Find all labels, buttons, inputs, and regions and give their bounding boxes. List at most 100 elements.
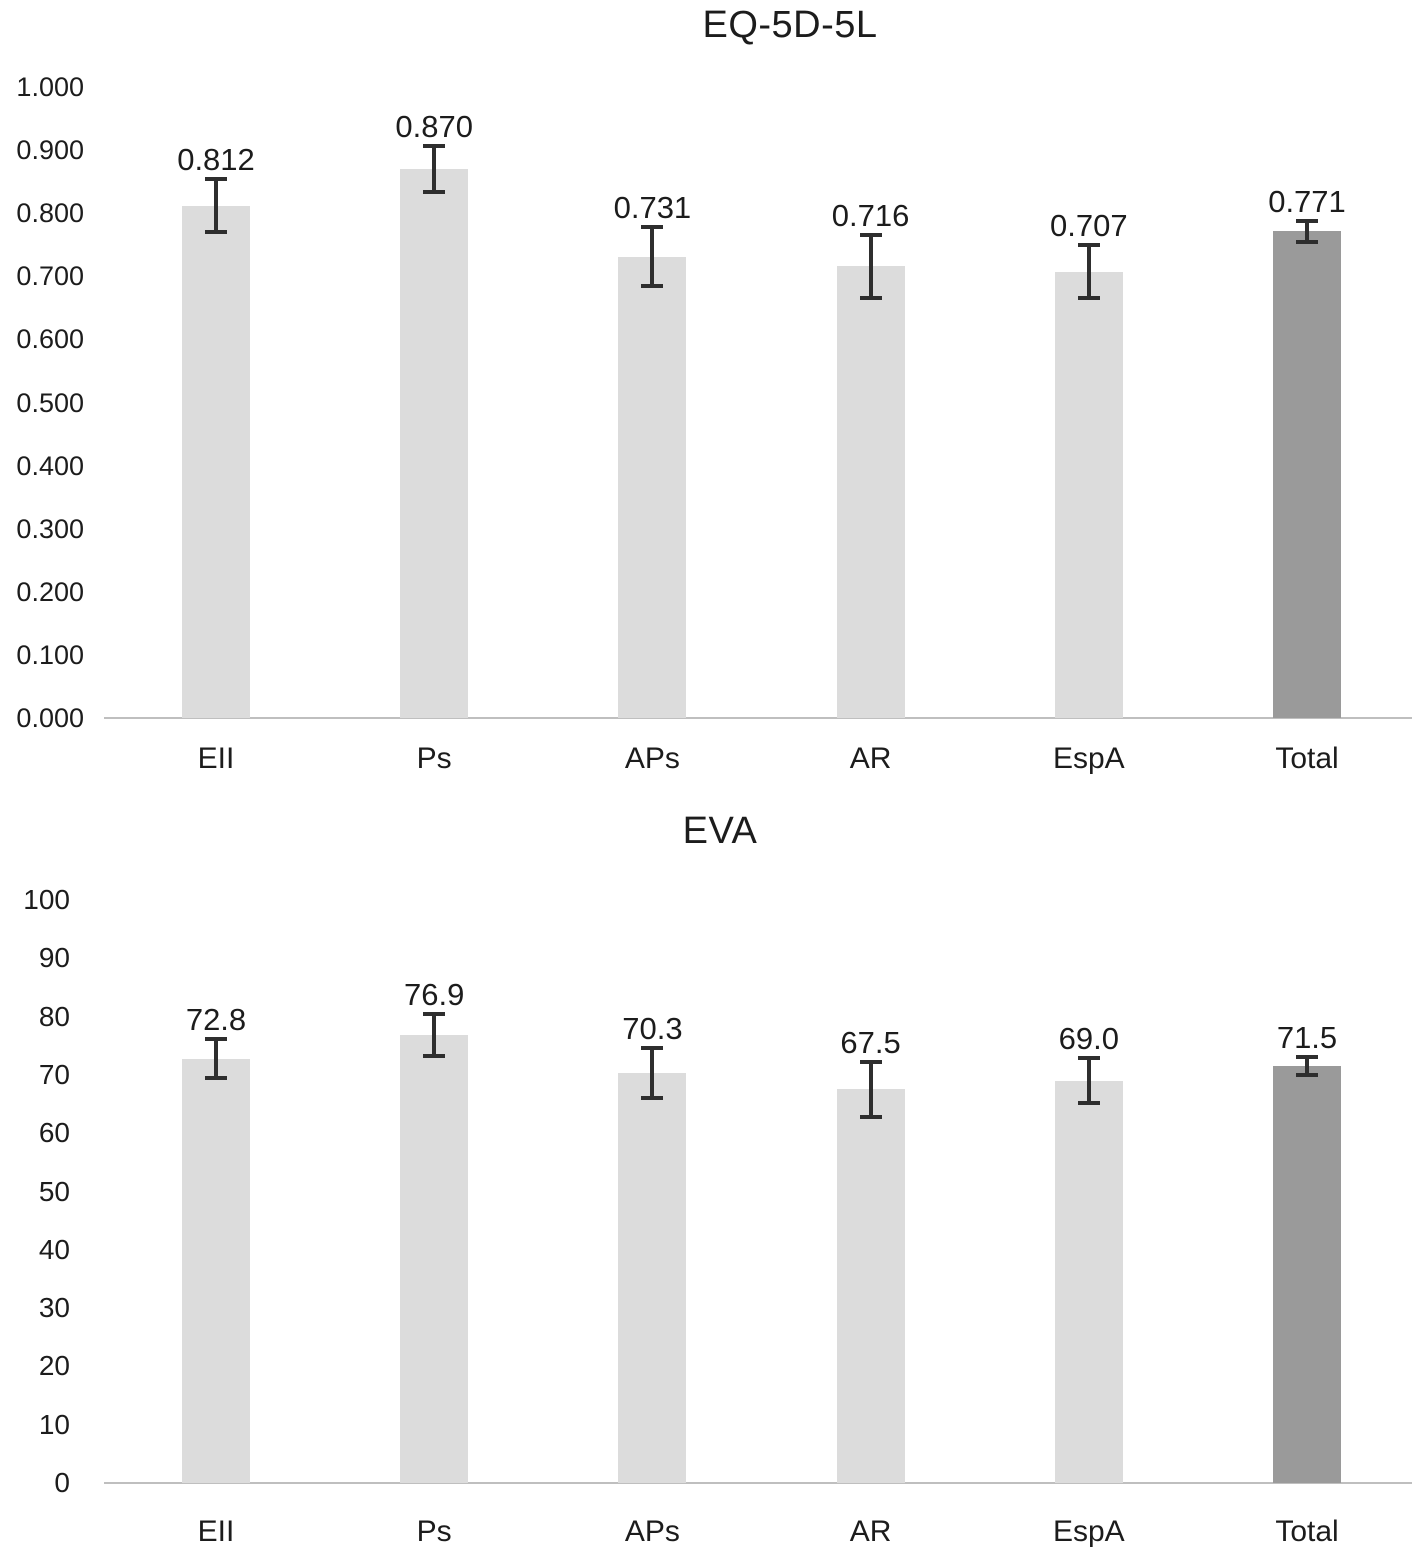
error-bar <box>868 234 873 298</box>
error-bar-cap-bottom <box>859 1114 882 1119</box>
error-bar-cap-bottom <box>205 1076 227 1081</box>
value-label: 69.0 <box>1058 1020 1119 1056</box>
error-bar-cap-bottom <box>641 1096 664 1101</box>
error-bar-cap-bottom <box>641 284 664 289</box>
error-bar <box>1086 245 1091 299</box>
x-tick-label-aps: APs <box>624 1515 680 1548</box>
value-label: 0.771 <box>1268 183 1346 219</box>
y-tick-label: 10 <box>38 1408 70 1440</box>
bar-aps <box>618 256 687 718</box>
error-bar-cap-top <box>423 1011 446 1016</box>
y-tick-label: 0.600 <box>16 324 84 355</box>
error-bar-cap-top <box>641 1046 664 1051</box>
error-bar <box>214 1038 218 1079</box>
bar-ps <box>400 1034 469 1483</box>
error-bar-cap-top <box>1296 218 1318 223</box>
error-bar <box>432 146 437 192</box>
y-tick-label: 60 <box>38 1117 70 1149</box>
x-tick-label-aps: APs <box>624 742 680 775</box>
y-tick-label: 90 <box>38 942 70 974</box>
y-tick-label: 0.100 <box>16 639 84 670</box>
x-tick-label-ar: AR <box>849 742 892 775</box>
y-tick-label: 40 <box>38 1233 70 1265</box>
bar-espa <box>1054 271 1123 718</box>
bar-eii <box>182 205 250 718</box>
error-bar <box>650 1048 655 1099</box>
error-bar-cap-bottom <box>423 1053 446 1058</box>
y-tick-label: 80 <box>38 1000 70 1032</box>
y-tick-label: 0.400 <box>16 450 84 481</box>
error-bar-cap-bottom <box>1296 240 1318 245</box>
y-tick-label: 0.000 <box>16 703 84 733</box>
bar-total <box>1273 1066 1341 1483</box>
y-tick-label: 0.200 <box>16 576 84 607</box>
y-tick-label: 0.500 <box>16 387 84 418</box>
bar-eii <box>182 1058 250 1483</box>
error-bar-cap-top <box>1077 243 1100 248</box>
y-tick-label: 30 <box>38 1292 70 1324</box>
x-tick-label-eii: EII <box>197 742 235 775</box>
value-label: 72.8 <box>185 1001 247 1037</box>
value-label: 76.9 <box>404 976 465 1012</box>
error-bar-cap-bottom <box>1077 296 1100 301</box>
error-bar <box>214 179 218 233</box>
y-tick-label: 0.800 <box>16 198 84 229</box>
x-tick-label-espa: EspA <box>1052 742 1125 775</box>
error-bar <box>650 227 655 287</box>
y-tick-label: 20 <box>38 1350 70 1382</box>
chart-title: EVA <box>682 810 758 852</box>
bar-ar <box>836 1089 905 1483</box>
x-tick-label-eii: EII <box>197 1515 235 1548</box>
x-tick-label-total: Total <box>1275 742 1339 775</box>
error-bar-cap-top <box>641 225 664 230</box>
bar-ps <box>400 169 469 718</box>
x-axis-line <box>104 1482 1412 1484</box>
y-tick-label: 0.700 <box>16 261 84 292</box>
y-tick-label: 50 <box>38 1175 70 1207</box>
y-tick-label: 70 <box>38 1058 70 1090</box>
error-bar <box>1086 1057 1091 1104</box>
y-tick-label: 100 <box>23 884 70 915</box>
x-tick-label-total: Total <box>1275 1515 1339 1548</box>
error-bar-cap-top <box>1296 1055 1318 1060</box>
error-bar-cap-top <box>205 1036 227 1041</box>
error-bar-cap-top <box>423 144 446 149</box>
error-bar-cap-bottom <box>859 295 882 300</box>
y-tick-label: 0 <box>54 1467 70 1498</box>
x-tick-label-espa: EspA <box>1052 1515 1125 1548</box>
error-bar <box>1305 1057 1309 1075</box>
error-bar-cap-top <box>205 177 227 182</box>
x-axis-line <box>104 717 1412 719</box>
value-label: 0.707 <box>1050 208 1128 244</box>
error-bar-cap-bottom <box>205 230 227 235</box>
x-tick-label-ps: Ps <box>416 1515 452 1548</box>
error-bar-cap-bottom <box>1077 1101 1100 1106</box>
value-label: 71.5 <box>1276 1020 1338 1056</box>
chart-title: EQ-5D-5L <box>702 4 878 46</box>
error-bar-cap-top <box>859 1060 882 1065</box>
value-label: 0.812 <box>177 142 255 178</box>
x-tick-label-ps: Ps <box>416 742 452 775</box>
error-bar-cap-top <box>859 232 882 237</box>
error-bar <box>1305 220 1309 243</box>
bar-total <box>1273 231 1341 718</box>
value-label: 0.731 <box>613 190 692 226</box>
y-tick-label: 0.900 <box>16 135 84 166</box>
value-label: 67.5 <box>840 1025 901 1061</box>
bar-espa <box>1054 1080 1123 1483</box>
error-bar <box>868 1062 873 1117</box>
error-bar <box>432 1013 437 1056</box>
error-bar-cap-top <box>1077 1055 1100 1060</box>
bar-ar <box>836 266 905 718</box>
value-label: 70.3 <box>622 1011 683 1047</box>
value-label: 0.870 <box>395 109 473 145</box>
bar-aps <box>618 1073 687 1483</box>
error-bar-cap-bottom <box>1296 1072 1318 1077</box>
y-tick-label: 1.000 <box>16 72 84 102</box>
y-tick-label: 0.300 <box>16 513 84 544</box>
value-label: 0.716 <box>831 197 910 233</box>
x-tick-label-ar: AR <box>849 1515 892 1548</box>
